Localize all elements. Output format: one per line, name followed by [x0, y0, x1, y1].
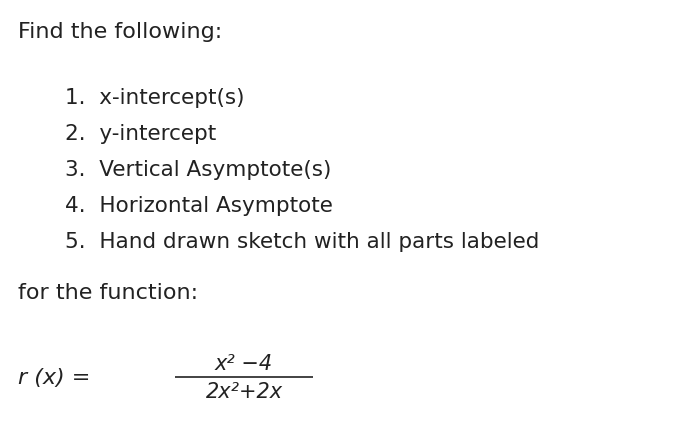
Text: 1.  x-intercept(s): 1. x-intercept(s): [65, 88, 245, 108]
Text: for the function:: for the function:: [18, 283, 198, 302]
Text: r (x) =: r (x) =: [18, 367, 90, 387]
Text: Find the following:: Find the following:: [18, 22, 222, 42]
Text: 2.  y-intercept: 2. y-intercept: [65, 124, 216, 144]
Text: 5.  Hand drawn sketch with all parts labeled: 5. Hand drawn sketch with all parts labe…: [65, 231, 540, 251]
Text: 2x²+2x: 2x²+2x: [206, 381, 282, 401]
Text: x² −4: x² −4: [215, 353, 273, 373]
Text: 4.  Horizontal Asymptote: 4. Horizontal Asymptote: [65, 195, 333, 215]
Text: 3.  Vertical Asymptote(s): 3. Vertical Asymptote(s): [65, 159, 331, 180]
